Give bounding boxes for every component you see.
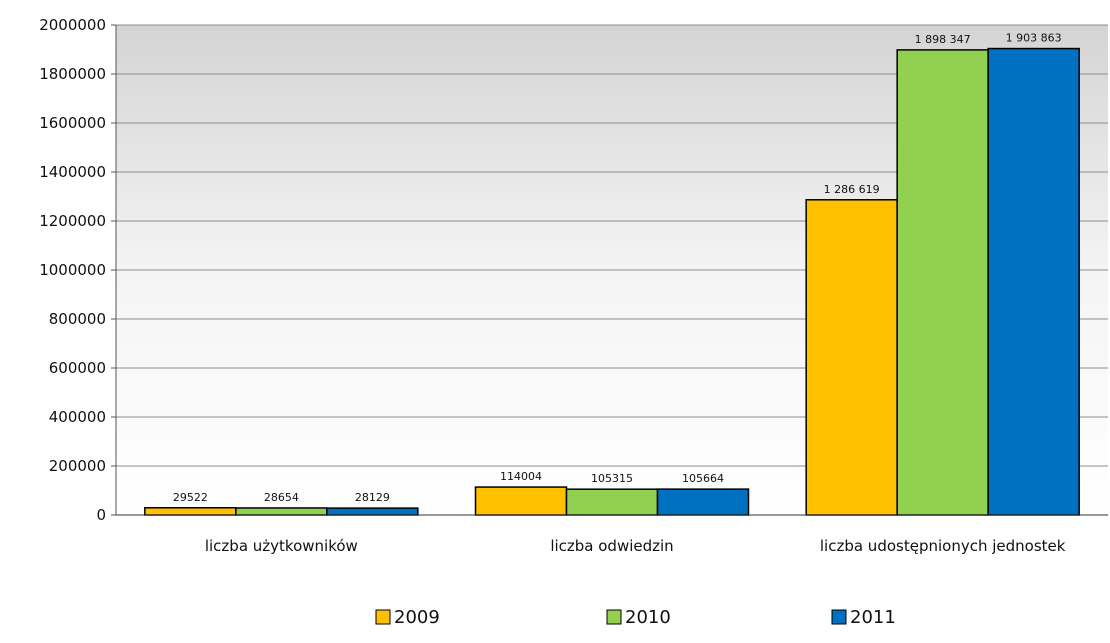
legend-swatch (375, 609, 391, 625)
axes: 0 200000 400000 600000 800000 1000000 1200000 1… (39, 16, 1108, 524)
category-label: liczba użytkowników (205, 537, 358, 555)
bar-2010 (235, 507, 328, 516)
data-label: 1 903 863 (1006, 32, 1062, 45)
labels: 29522 28654 28129 liczba użytkowników 114004… (173, 32, 1066, 555)
bar-2010 (565, 488, 659, 516)
legend-label: 2010 (625, 607, 671, 628)
y-tick-label: 1200000 (39, 212, 106, 230)
data-label: 1 898 347 (915, 33, 971, 46)
legend-label: 2011 (850, 607, 896, 628)
y-tick-label: 1800000 (39, 65, 106, 83)
y-tick-label: 1400000 (39, 163, 106, 181)
bar-2011 (656, 488, 750, 516)
y-tick-label: 1000000 (39, 261, 106, 279)
data-label: 28654 (264, 491, 299, 504)
data-label: 105664 (682, 472, 724, 485)
y-tick-label: 800000 (49, 310, 106, 328)
category-label: liczba udostępnionych jednostek (820, 537, 1066, 555)
y-tick-label: 1600000 (39, 114, 106, 132)
legend-label: 2009 (394, 607, 440, 628)
legend-swatch (606, 609, 622, 625)
y-tick-label: 600000 (49, 359, 106, 377)
bar-2010 (896, 49, 989, 516)
bar-2011 (987, 47, 1080, 516)
data-label: 28129 (355, 491, 390, 504)
y-tick-label: 0 (96, 506, 106, 524)
legend: 2009 2010 2011 (375, 607, 896, 628)
bar-2009 (144, 507, 237, 516)
bar-2011 (326, 507, 419, 516)
legend-swatch (831, 609, 847, 625)
y-tick-label: 2000000 (39, 16, 106, 34)
y-tick-label: 400000 (49, 408, 106, 426)
bar-2009 (805, 199, 898, 516)
bars (144, 47, 1080, 516)
bar-2009 (474, 486, 568, 516)
category-label: liczba odwiedzin (550, 537, 673, 555)
data-label: 105315 (591, 472, 633, 485)
data-label: 114004 (500, 470, 542, 483)
data-label: 29522 (173, 491, 208, 504)
data-label: 1 286 619 (824, 183, 880, 196)
y-tick-label: 200000 (49, 457, 106, 475)
